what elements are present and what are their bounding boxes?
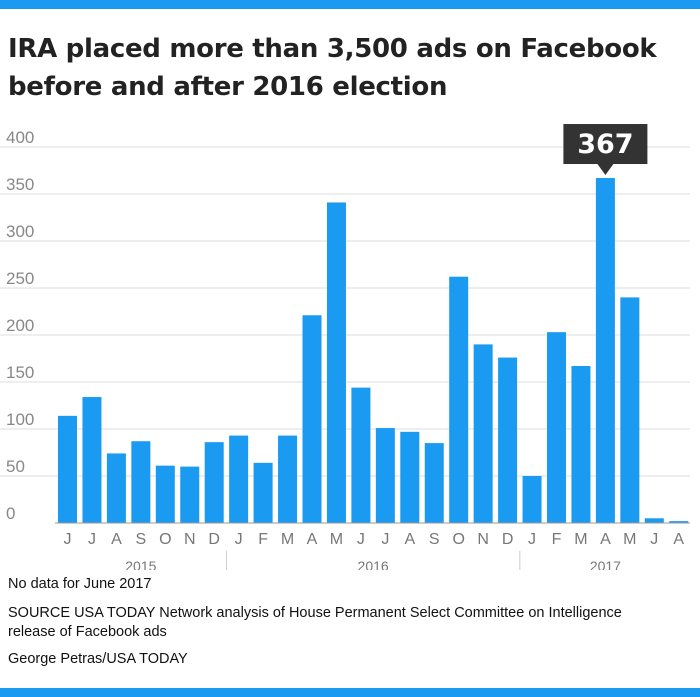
- bar: [571, 366, 591, 523]
- bar: [58, 415, 77, 523]
- callout-pointer: [597, 164, 614, 176]
- bar: [473, 344, 493, 523]
- bar: [424, 443, 444, 523]
- x-tick-label: F: [258, 531, 268, 548]
- year-label: 2017: [590, 558, 621, 570]
- bar: [669, 521, 689, 523]
- bar: [375, 428, 395, 523]
- y-tick-label: 200: [6, 316, 34, 335]
- top-accent-bar: [0, 0, 700, 9]
- x-tick-label: J: [381, 531, 389, 548]
- y-tick-label: 400: [6, 128, 34, 147]
- x-tick-label: S: [136, 531, 147, 548]
- bar: [180, 466, 200, 523]
- y-tick-label: 50: [6, 457, 25, 476]
- x-tick-label: A: [600, 531, 611, 548]
- x-tick-label: O: [159, 531, 171, 548]
- y-tick-label: 0: [6, 504, 15, 523]
- callout-label: 367: [577, 129, 633, 160]
- x-tick-label: A: [673, 531, 684, 548]
- bar: [204, 442, 224, 523]
- bar: [278, 435, 298, 523]
- bar: [229, 435, 249, 523]
- bar: [644, 518, 664, 523]
- bar: [449, 276, 469, 523]
- bar: [302, 315, 322, 523]
- bar: [498, 357, 518, 523]
- footnote: No data for June 2017: [8, 576, 152, 592]
- x-tick-label: M: [281, 531, 294, 548]
- y-tick-label: 150: [6, 363, 34, 382]
- x-tick-label: A: [111, 531, 122, 548]
- bar: [326, 202, 346, 523]
- x-tick-label: S: [429, 531, 440, 548]
- x-tick-label: J: [64, 531, 72, 548]
- credit-note: George Petras/USA TODAY: [8, 651, 188, 667]
- bottom-accent-bar: [0, 688, 700, 697]
- callout-box: [563, 124, 648, 165]
- bar: [400, 431, 420, 523]
- bar: [106, 453, 126, 523]
- y-tick-label: 350: [6, 175, 34, 194]
- x-tick-label: N: [184, 531, 196, 548]
- bar: [620, 297, 640, 523]
- x-tick-label: M: [330, 531, 343, 548]
- x-tick-label: J: [235, 531, 243, 548]
- bar: [131, 441, 151, 523]
- bar: [522, 476, 542, 523]
- x-tick-label: J: [88, 531, 96, 548]
- chart-title: IRA placed more than 3,500 ads on Facebo…: [8, 34, 657, 102]
- year-label: 2015: [125, 558, 156, 570]
- x-tick-label: J: [357, 531, 365, 548]
- y-tick-label: 300: [6, 222, 34, 241]
- x-tick-label: F: [552, 531, 562, 548]
- x-tick-label: M: [623, 531, 636, 548]
- bar: [351, 387, 371, 523]
- x-tick-label: A: [404, 531, 415, 548]
- bar: [253, 462, 273, 523]
- year-label: 2016: [358, 558, 389, 570]
- bar: [547, 332, 566, 523]
- x-tick-label: O: [452, 531, 464, 548]
- x-tick-label: A: [307, 531, 318, 548]
- x-tick-label: M: [574, 531, 587, 548]
- bar: [595, 178, 615, 523]
- x-tick-label: J: [528, 531, 536, 548]
- x-tick-label: J: [650, 531, 658, 548]
- y-tick-label: 100: [6, 410, 34, 429]
- bar: [155, 465, 175, 523]
- source-note: SOURCE USA TODAY Network analysis of Hou…: [8, 605, 622, 640]
- x-tick-label: N: [477, 531, 489, 548]
- x-tick-label: D: [208, 531, 220, 548]
- x-tick-label: D: [502, 531, 514, 548]
- bar: [82, 397, 102, 523]
- y-tick-label: 250: [6, 269, 34, 288]
